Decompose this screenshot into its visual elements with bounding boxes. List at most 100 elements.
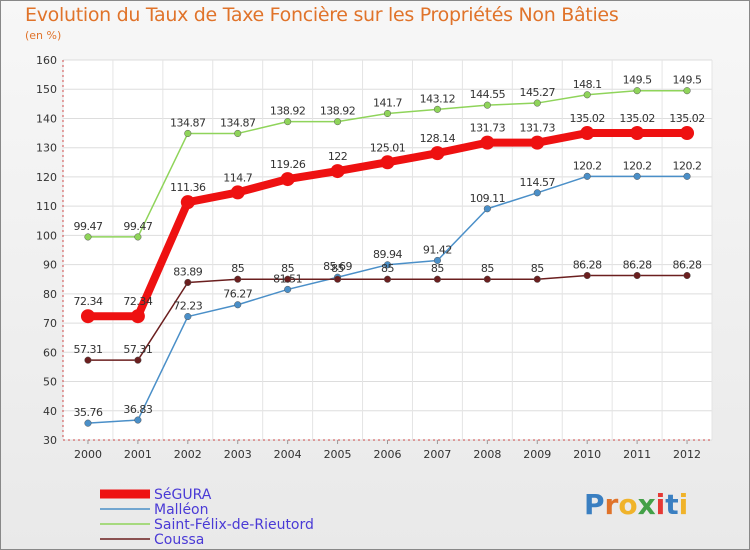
data-label: 83.89 xyxy=(173,265,202,278)
data-label: 114.7 xyxy=(223,171,252,184)
data-point xyxy=(680,126,695,141)
data-point xyxy=(530,135,545,150)
legend-label: Saint-Félix-de-Rieutord xyxy=(154,517,314,533)
y-tick-label: 150 xyxy=(36,83,57,96)
data-label: 134.87 xyxy=(220,116,256,129)
data-point xyxy=(683,172,691,180)
y-tick-label: 160 xyxy=(36,54,57,67)
data-point xyxy=(383,261,392,269)
data-label: 91.42 xyxy=(423,243,452,256)
data-point xyxy=(330,164,345,179)
data-point xyxy=(533,99,541,107)
data-label: 85 xyxy=(281,262,294,275)
data-point xyxy=(683,271,691,280)
data-point xyxy=(430,146,445,161)
data-label: 85 xyxy=(381,262,394,275)
data-label: 135.02 xyxy=(569,112,605,125)
x-tick-label: 2004 xyxy=(274,448,302,461)
data-point xyxy=(580,126,595,141)
x-tick-label: 2008 xyxy=(473,448,501,461)
data-label: 72.34 xyxy=(123,295,152,308)
data-point xyxy=(80,309,95,324)
y-tick-label: 110 xyxy=(36,200,57,213)
x-tick-label: 2005 xyxy=(324,448,352,461)
x-tick-label: 2009 xyxy=(523,448,551,461)
x-tick-label: 2001 xyxy=(124,448,152,461)
data-label: 85.69 xyxy=(323,260,352,273)
data-point xyxy=(630,126,645,141)
y-tick-label: 100 xyxy=(36,229,57,242)
y-tick-label: 140 xyxy=(36,112,57,125)
data-point xyxy=(633,172,641,180)
data-label: 85 xyxy=(331,262,344,275)
y-tick-label: 70 xyxy=(43,317,57,330)
logo-letter: o xyxy=(618,488,638,521)
data-point xyxy=(134,356,142,364)
data-point xyxy=(433,275,441,283)
legend-label: Malléon xyxy=(154,502,209,518)
data-point xyxy=(633,271,641,280)
data-label: 99.47 xyxy=(123,220,152,233)
data-point xyxy=(184,278,192,287)
data-point xyxy=(583,91,591,99)
data-point xyxy=(334,118,342,126)
x-tick-label: 2007 xyxy=(423,448,451,461)
x-tick-label: 2002 xyxy=(174,448,202,461)
data-point xyxy=(84,233,92,241)
data-label: 135.02 xyxy=(619,112,655,125)
data-point xyxy=(280,172,295,187)
proxiti-logo: Proxiti xyxy=(584,488,688,521)
data-label: 86.28 xyxy=(673,258,702,271)
data-point xyxy=(483,101,491,109)
data-point xyxy=(483,205,491,213)
data-point xyxy=(533,189,541,197)
legend-label: Coussa xyxy=(154,532,204,548)
data-point xyxy=(683,87,691,95)
data-label: 143.12 xyxy=(420,92,456,105)
y-tick-label: 80 xyxy=(43,288,57,301)
data-point xyxy=(334,275,342,283)
data-label: 89.94 xyxy=(373,248,402,261)
data-label: 131.73 xyxy=(520,122,556,135)
data-label: 109.11 xyxy=(470,192,506,205)
y-tick-label: 30 xyxy=(43,434,57,447)
data-point xyxy=(134,416,142,424)
logo-letter: t xyxy=(665,488,679,521)
data-label: 35.76 xyxy=(73,406,102,419)
data-label: 134.87 xyxy=(170,116,206,129)
legend-label: SéGURA xyxy=(154,487,212,503)
data-point xyxy=(284,118,292,126)
x-tick-label: 2010 xyxy=(573,448,601,461)
data-label: 81.51 xyxy=(273,272,302,285)
data-label: 149.5 xyxy=(623,74,652,87)
data-label: 138.92 xyxy=(270,105,306,118)
data-label: 128.14 xyxy=(420,132,456,145)
data-point xyxy=(84,356,92,364)
data-point xyxy=(433,256,441,265)
logo-letter: i xyxy=(655,488,666,521)
data-point xyxy=(234,129,242,138)
data-label: 85 xyxy=(481,262,494,275)
x-tick-label: 2012 xyxy=(673,448,701,461)
data-label: 85 xyxy=(431,262,444,275)
data-label: 72.23 xyxy=(173,300,202,313)
data-point xyxy=(234,275,242,283)
data-label: 86.28 xyxy=(623,258,652,271)
y-tick-label: 50 xyxy=(43,376,57,389)
data-label: 85 xyxy=(531,262,544,275)
y-tick-label: 120 xyxy=(36,171,57,184)
data-point xyxy=(380,155,395,170)
data-point xyxy=(130,309,145,324)
y-tick-label: 60 xyxy=(43,346,57,359)
data-point xyxy=(383,109,392,118)
data-point xyxy=(184,129,192,138)
data-point xyxy=(480,135,495,150)
data-label: 36.83 xyxy=(123,403,152,416)
logo-letter: x xyxy=(637,488,656,521)
data-label: 131.73 xyxy=(470,122,506,135)
data-label: 119.26 xyxy=(270,158,306,171)
y-tick-label: 130 xyxy=(36,142,57,155)
data-label: 99.47 xyxy=(73,220,102,233)
logo-letter: P xyxy=(584,488,605,521)
data-label: 149.5 xyxy=(673,74,702,87)
